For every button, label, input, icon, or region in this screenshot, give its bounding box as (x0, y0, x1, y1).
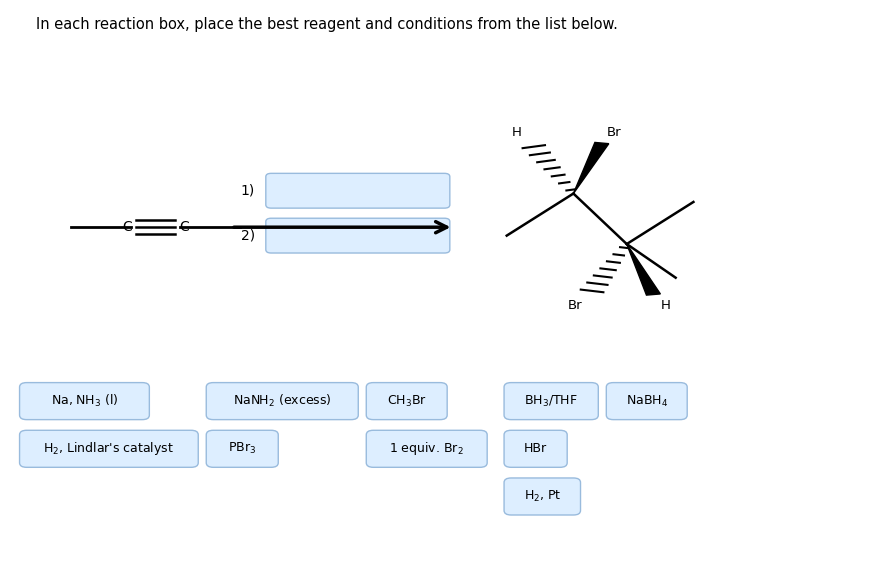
Text: H$_2$, Pt: H$_2$, Pt (524, 489, 561, 504)
Text: Br: Br (607, 126, 621, 139)
FancyBboxPatch shape (20, 383, 149, 420)
FancyBboxPatch shape (206, 383, 358, 420)
Text: NaNH$_2$ (excess): NaNH$_2$ (excess) (233, 393, 332, 409)
FancyBboxPatch shape (606, 383, 687, 420)
Text: C: C (123, 220, 132, 234)
Text: C: C (180, 220, 188, 234)
Text: 2): 2) (241, 229, 255, 242)
FancyBboxPatch shape (504, 383, 598, 420)
FancyBboxPatch shape (366, 430, 487, 467)
Text: 1): 1) (241, 184, 255, 197)
Text: NaBH$_4$: NaBH$_4$ (626, 394, 668, 408)
FancyBboxPatch shape (504, 430, 567, 467)
Polygon shape (573, 142, 609, 194)
Text: HBr: HBr (524, 442, 548, 456)
FancyBboxPatch shape (504, 478, 581, 515)
Text: H: H (661, 299, 670, 312)
Text: 1 equiv. Br$_2$: 1 equiv. Br$_2$ (389, 440, 464, 457)
FancyBboxPatch shape (266, 173, 450, 208)
Text: PBr$_3$: PBr$_3$ (228, 442, 256, 456)
Text: Na, NH$_3$ (l): Na, NH$_3$ (l) (51, 393, 118, 409)
Text: Br: Br (568, 299, 582, 312)
Text: In each reaction box, place the best reagent and conditions from the list below.: In each reaction box, place the best rea… (36, 17, 618, 32)
FancyBboxPatch shape (206, 430, 278, 467)
Text: H: H (512, 126, 522, 139)
FancyBboxPatch shape (20, 430, 198, 467)
FancyBboxPatch shape (266, 218, 450, 253)
FancyBboxPatch shape (366, 383, 447, 420)
Text: BH$_3$/THF: BH$_3$/THF (525, 394, 578, 408)
Text: H$_2$, Lindlar's catalyst: H$_2$, Lindlar's catalyst (44, 440, 174, 457)
Polygon shape (627, 244, 661, 295)
Text: CH$_3$Br: CH$_3$Br (387, 394, 427, 408)
